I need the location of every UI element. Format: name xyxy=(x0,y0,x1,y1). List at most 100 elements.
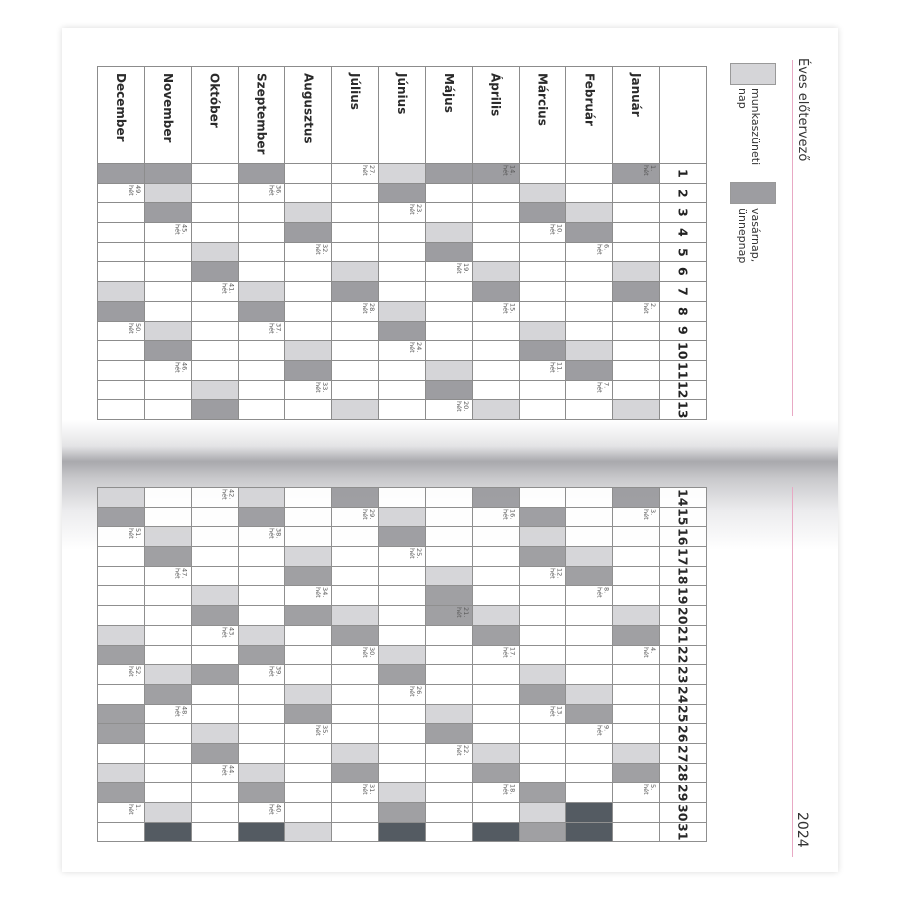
day-cell[interactable] xyxy=(285,507,332,527)
day-cell[interactable] xyxy=(425,822,472,842)
day-cell[interactable] xyxy=(98,400,144,419)
day-cell[interactable] xyxy=(238,783,285,802)
day-cell[interactable] xyxy=(472,547,519,566)
day-cell[interactable]: 44. hét xyxy=(191,763,238,783)
day-cell[interactable] xyxy=(379,301,425,321)
day-cell[interactable] xyxy=(425,684,472,704)
day-cell[interactable] xyxy=(613,665,660,684)
day-cell[interactable] xyxy=(425,625,472,645)
day-cell[interactable] xyxy=(285,763,332,783)
day-cell[interactable] xyxy=(379,665,425,684)
day-cell[interactable] xyxy=(519,645,566,665)
day-cell[interactable] xyxy=(519,803,566,822)
day-cell[interactable] xyxy=(191,164,238,183)
day-cell[interactable] xyxy=(519,242,566,262)
day-cell[interactable] xyxy=(613,586,660,606)
day-cell[interactable] xyxy=(238,566,285,586)
day-cell[interactable] xyxy=(332,606,379,625)
day-cell[interactable] xyxy=(472,743,519,763)
day-cell[interactable] xyxy=(191,724,238,743)
day-cell[interactable] xyxy=(144,507,191,527)
day-cell[interactable] xyxy=(332,203,379,223)
day-cell[interactable]: 16. hét xyxy=(472,507,519,527)
day-cell[interactable]: 3. hét xyxy=(613,507,660,527)
day-cell[interactable] xyxy=(613,625,660,645)
day-cell[interactable]: 5. hét xyxy=(613,783,660,802)
day-cell[interactable] xyxy=(379,223,425,242)
day-cell[interactable] xyxy=(332,321,379,341)
day-cell[interactable] xyxy=(566,203,613,223)
day-cell[interactable] xyxy=(191,606,238,625)
day-cell[interactable] xyxy=(98,341,144,360)
day-cell[interactable] xyxy=(519,282,566,301)
day-cell[interactable]: 7. hét xyxy=(566,380,613,400)
day-cell[interactable] xyxy=(98,743,144,763)
day-cell[interactable] xyxy=(472,527,519,547)
day-cell[interactable] xyxy=(472,321,519,341)
day-cell[interactable] xyxy=(472,380,519,400)
day-cell[interactable] xyxy=(285,341,332,360)
day-cell[interactable]: 47. hét xyxy=(144,566,191,586)
day-cell[interactable] xyxy=(472,242,519,262)
day-cell[interactable] xyxy=(425,704,472,724)
day-cell[interactable] xyxy=(566,301,613,321)
day-cell[interactable] xyxy=(566,183,613,203)
day-cell[interactable] xyxy=(379,242,425,262)
day-cell[interactable]: 25. hét xyxy=(379,547,425,566)
day-cell[interactable] xyxy=(191,507,238,527)
day-cell[interactable] xyxy=(285,684,332,704)
day-cell[interactable] xyxy=(191,665,238,684)
day-cell[interactable]: 20. hét xyxy=(425,400,472,419)
day-cell[interactable] xyxy=(472,586,519,606)
day-cell[interactable] xyxy=(519,684,566,704)
day-cell[interactable]: 51. hét xyxy=(98,527,144,547)
day-cell[interactable] xyxy=(425,341,472,360)
day-cell[interactable] xyxy=(144,665,191,684)
day-cell[interactable] xyxy=(519,183,566,203)
day-cell[interactable]: 34. hét xyxy=(285,586,332,606)
day-cell[interactable]: 52. hét xyxy=(98,665,144,684)
day-cell[interactable] xyxy=(98,223,144,242)
day-cell[interactable] xyxy=(472,282,519,301)
day-cell[interactable] xyxy=(285,321,332,341)
day-cell[interactable]: 42. hét xyxy=(191,488,238,507)
day-cell[interactable] xyxy=(332,282,379,301)
day-cell[interactable] xyxy=(425,203,472,223)
day-cell[interactable] xyxy=(472,763,519,783)
day-cell[interactable]: 12. hét xyxy=(519,566,566,586)
day-cell[interactable] xyxy=(332,380,379,400)
day-cell[interactable] xyxy=(472,223,519,242)
day-cell[interactable] xyxy=(98,704,144,724)
day-cell[interactable] xyxy=(613,360,660,380)
day-cell[interactable] xyxy=(566,321,613,341)
day-cell[interactable] xyxy=(425,527,472,547)
day-cell[interactable] xyxy=(238,360,285,380)
day-cell[interactable] xyxy=(472,684,519,704)
day-cell[interactable] xyxy=(191,380,238,400)
day-cell[interactable] xyxy=(379,282,425,301)
day-cell[interactable] xyxy=(285,704,332,724)
day-cell[interactable] xyxy=(332,743,379,763)
day-cell[interactable] xyxy=(379,360,425,380)
day-cell[interactable] xyxy=(285,743,332,763)
day-cell[interactable] xyxy=(285,547,332,566)
day-cell[interactable] xyxy=(144,488,191,507)
day-cell[interactable] xyxy=(613,803,660,822)
day-cell[interactable]: 30. hét xyxy=(332,645,379,665)
day-cell[interactable] xyxy=(285,262,332,282)
day-cell[interactable] xyxy=(285,803,332,822)
day-cell[interactable] xyxy=(613,606,660,625)
day-cell[interactable] xyxy=(519,822,566,842)
day-cell[interactable] xyxy=(425,803,472,822)
day-cell[interactable] xyxy=(379,822,425,842)
day-cell[interactable] xyxy=(566,341,613,360)
day-cell[interactable] xyxy=(332,763,379,783)
day-cell[interactable] xyxy=(285,360,332,380)
day-cell[interactable] xyxy=(425,488,472,507)
day-cell[interactable] xyxy=(566,164,613,183)
day-cell[interactable] xyxy=(238,242,285,262)
day-cell[interactable] xyxy=(613,488,660,507)
day-cell[interactable] xyxy=(472,566,519,586)
day-cell[interactable] xyxy=(566,507,613,527)
day-cell[interactable]: 24. hét xyxy=(379,341,425,360)
